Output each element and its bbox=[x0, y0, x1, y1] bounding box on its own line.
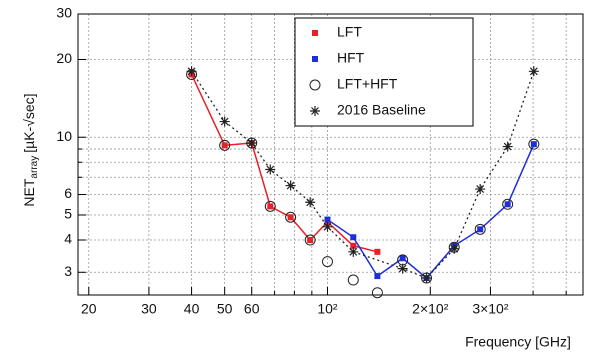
marker bbox=[285, 180, 296, 191]
series-line bbox=[191, 70, 535, 279]
legend-marker bbox=[309, 79, 321, 91]
marker bbox=[305, 197, 316, 208]
marker bbox=[474, 223, 486, 235]
marker bbox=[421, 273, 432, 284]
marker bbox=[530, 141, 537, 148]
marker bbox=[348, 246, 359, 257]
marker bbox=[324, 216, 331, 223]
legend-label: 2016 Baseline bbox=[337, 102, 426, 118]
x-tick-label: 30 bbox=[141, 301, 157, 317]
x-tick-label: 3×10² bbox=[472, 301, 509, 317]
marker bbox=[246, 137, 257, 148]
plot-frame bbox=[77, 13, 584, 296]
marker bbox=[265, 164, 276, 175]
marker bbox=[477, 226, 484, 233]
legend-label: LFT+HFT bbox=[337, 76, 398, 92]
legend-label: LFT bbox=[337, 24, 362, 40]
legend-marker bbox=[310, 106, 320, 116]
legend-label: HFT bbox=[337, 50, 365, 66]
marker bbox=[475, 184, 486, 195]
y-label-main: NET bbox=[21, 178, 37, 206]
marker bbox=[350, 234, 357, 241]
x-axis-label: Frequency [GHz] bbox=[465, 334, 571, 350]
x-tick-label: 20 bbox=[81, 301, 97, 317]
marker bbox=[264, 200, 276, 212]
marker bbox=[321, 256, 333, 268]
y-axis-label: NETarray [µK-√sec] bbox=[21, 93, 40, 206]
legend-marker bbox=[312, 30, 318, 36]
marker bbox=[285, 211, 297, 223]
marker bbox=[221, 142, 228, 149]
marker bbox=[374, 273, 381, 280]
marker bbox=[219, 116, 230, 127]
marker bbox=[449, 243, 460, 254]
marker bbox=[287, 214, 294, 221]
marker bbox=[304, 234, 316, 246]
x-tick-label: 2×10² bbox=[412, 301, 449, 317]
marker bbox=[322, 221, 333, 232]
marker bbox=[504, 201, 511, 208]
y-tick-label: 20 bbox=[56, 50, 72, 66]
marker bbox=[371, 287, 383, 299]
y-tick-label: 3 bbox=[64, 263, 72, 279]
marker bbox=[186, 66, 197, 77]
marker bbox=[267, 203, 274, 210]
marker bbox=[502, 141, 513, 152]
y-tick-label: 10 bbox=[56, 128, 72, 144]
x-tick-label: 50 bbox=[217, 301, 233, 317]
marker bbox=[528, 138, 540, 150]
marker bbox=[502, 198, 514, 210]
marker bbox=[307, 237, 314, 244]
marker bbox=[374, 248, 381, 255]
x-tick-label: 40 bbox=[184, 301, 200, 317]
y-tick-label: 4 bbox=[64, 231, 72, 247]
y-tick-label: 6 bbox=[64, 185, 72, 201]
legend-box bbox=[294, 17, 474, 127]
y-tick-label: 30 bbox=[56, 5, 72, 21]
marker bbox=[399, 255, 406, 262]
x-tick-label: 60 bbox=[244, 301, 260, 317]
marker bbox=[347, 274, 359, 286]
marker bbox=[528, 66, 539, 77]
marker bbox=[397, 263, 408, 274]
marker bbox=[350, 242, 357, 249]
legend-marker bbox=[312, 56, 318, 62]
marker bbox=[219, 139, 231, 151]
y-label-sub: array bbox=[29, 156, 40, 179]
y-label-unit: [µK-√sec] bbox=[21, 93, 37, 152]
x-tick-label: 10² bbox=[317, 301, 338, 317]
y-tick-label: 5 bbox=[64, 206, 72, 222]
